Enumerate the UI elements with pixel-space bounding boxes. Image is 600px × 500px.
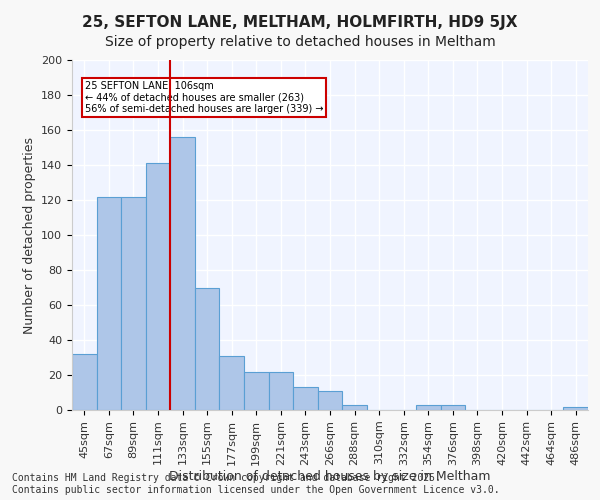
Bar	[220, 356, 244, 410]
X-axis label: Distribution of detached houses by size in Meltham: Distribution of detached houses by size …	[169, 470, 491, 484]
Text: Size of property relative to detached houses in Meltham: Size of property relative to detached ho…	[104, 35, 496, 49]
Y-axis label: Number of detached properties: Number of detached properties	[23, 136, 35, 334]
Text: 25, SEFTON LANE, MELTHAM, HOLMFIRTH, HD9 5JX: 25, SEFTON LANE, MELTHAM, HOLMFIRTH, HD9…	[82, 15, 518, 30]
Bar	[121, 196, 146, 410]
Bar	[72, 354, 97, 410]
Bar	[146, 163, 170, 410]
Bar	[342, 405, 367, 410]
Bar	[563, 406, 588, 410]
Bar	[269, 372, 293, 410]
Bar	[97, 196, 121, 410]
Text: 25 SEFTON LANE: 106sqm
← 44% of detached houses are smaller (263)
56% of semi-de: 25 SEFTON LANE: 106sqm ← 44% of detached…	[85, 81, 323, 114]
Text: Contains HM Land Registry data © Crown copyright and database right 2025.
Contai: Contains HM Land Registry data © Crown c…	[12, 474, 500, 495]
Bar	[195, 288, 220, 410]
Bar	[293, 387, 318, 410]
Bar	[416, 405, 440, 410]
Bar	[318, 391, 342, 410]
Bar	[244, 372, 269, 410]
Bar	[440, 405, 465, 410]
Bar	[170, 137, 195, 410]
